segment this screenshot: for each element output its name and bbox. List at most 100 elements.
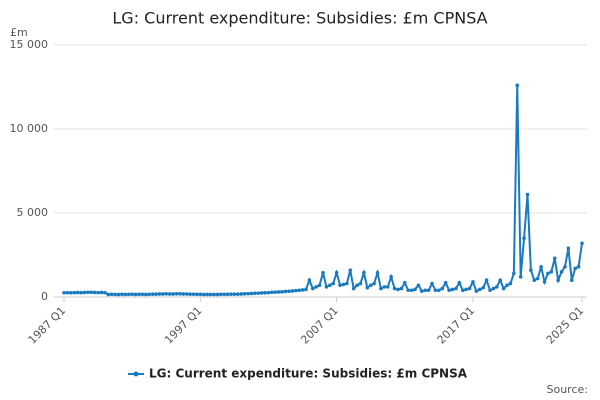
data-point: [385, 285, 390, 289]
data-point: [263, 291, 267, 295]
data-point: [525, 192, 530, 197]
data-point: [324, 285, 329, 289]
data-point: [566, 246, 571, 251]
data-point: [212, 292, 216, 297]
data-point: [137, 292, 141, 297]
data-point: [505, 283, 509, 288]
data-point: [334, 270, 339, 275]
data-point: [259, 291, 264, 295]
data-point: [430, 281, 434, 286]
data-point: [331, 281, 336, 286]
data-point: [420, 289, 424, 293]
x-tick-label: 2017 Q1: [435, 304, 478, 347]
data-point: [501, 286, 506, 291]
data-point: [150, 292, 155, 296]
data-point: [280, 289, 284, 294]
data-point: [96, 290, 100, 295]
x-tick-label: 1987 Q1: [26, 304, 69, 347]
data-point: [508, 281, 513, 286]
data-point: [205, 292, 209, 297]
data-point: [358, 281, 363, 286]
data-point: [126, 292, 131, 297]
data-point: [198, 292, 203, 297]
data-point: [106, 292, 111, 297]
x-tick-label: 2007 Q1: [298, 304, 341, 347]
data-point: [437, 288, 441, 293]
data-point: [362, 270, 366, 275]
data-point: [382, 285, 387, 289]
data-point: [143, 292, 148, 297]
data-point: [103, 290, 107, 295]
data-point: [86, 290, 90, 295]
data-point: [491, 286, 496, 291]
data-point: [580, 241, 584, 246]
data-point: [471, 280, 475, 284]
data-point: [498, 278, 503, 283]
data-point: [75, 290, 80, 295]
data-point: [276, 290, 281, 294]
data-point: [89, 290, 94, 295]
data-point: [341, 282, 346, 287]
data-point: [181, 292, 186, 296]
data-point: [317, 283, 322, 288]
data-point: [338, 283, 342, 288]
data-point: [348, 268, 353, 272]
data-point: [287, 289, 291, 294]
data-point: [559, 270, 564, 274]
data-point: [310, 286, 315, 291]
data-point: [246, 291, 250, 296]
data-point: [171, 292, 175, 296]
data-point: [522, 236, 526, 240]
data-point: [423, 288, 428, 293]
data-point: [379, 286, 383, 291]
data-point: [304, 287, 308, 292]
data-point: [201, 292, 206, 297]
data-point: [229, 292, 233, 296]
data-point: [191, 292, 196, 296]
data-point: [113, 292, 117, 297]
data-point: [406, 288, 410, 293]
data-point: [123, 292, 128, 297]
data-point: [450, 287, 455, 292]
data-point: [392, 286, 397, 291]
data-point: [82, 290, 87, 295]
data-point: [297, 288, 301, 293]
x-tick-label: 1997 Q1: [162, 304, 205, 347]
data-point: [62, 291, 66, 295]
data-point: [576, 264, 581, 269]
data-point: [266, 290, 271, 295]
data-point: [518, 275, 523, 279]
data-point: [167, 292, 172, 296]
data-point: [569, 278, 574, 283]
data-point: [273, 290, 278, 294]
data-point: [69, 291, 73, 295]
data-point: [188, 292, 192, 296]
data-point: [460, 288, 465, 293]
data-point: [184, 292, 189, 296]
data-point: [433, 288, 438, 293]
data-point: [140, 292, 145, 297]
data-point: [474, 289, 479, 293]
data-point: [488, 288, 492, 293]
data-point: [222, 292, 226, 297]
data-point: [477, 287, 482, 292]
data-point: [512, 271, 516, 276]
data-point: [409, 288, 414, 293]
data-point: [529, 268, 533, 272]
data-point: [178, 292, 182, 296]
chart-title: LG: Current expenditure: Subsidies: £m C…: [112, 9, 487, 28]
data-point: [242, 292, 247, 296]
data-point: [174, 292, 179, 296]
data-point: [351, 286, 356, 291]
data-point: [389, 275, 393, 279]
data-point: [225, 292, 230, 297]
data-point: [195, 292, 199, 297]
data-point: [402, 280, 407, 285]
series-line: [63, 85, 583, 296]
data-point: [515, 83, 520, 88]
data-point: [249, 291, 254, 296]
legend-label: LG: Current expenditure: Subsidies: £m C…: [149, 367, 468, 381]
data-point: [552, 256, 557, 261]
y-tick-label: 0: [41, 290, 48, 303]
data-point: [426, 288, 431, 293]
